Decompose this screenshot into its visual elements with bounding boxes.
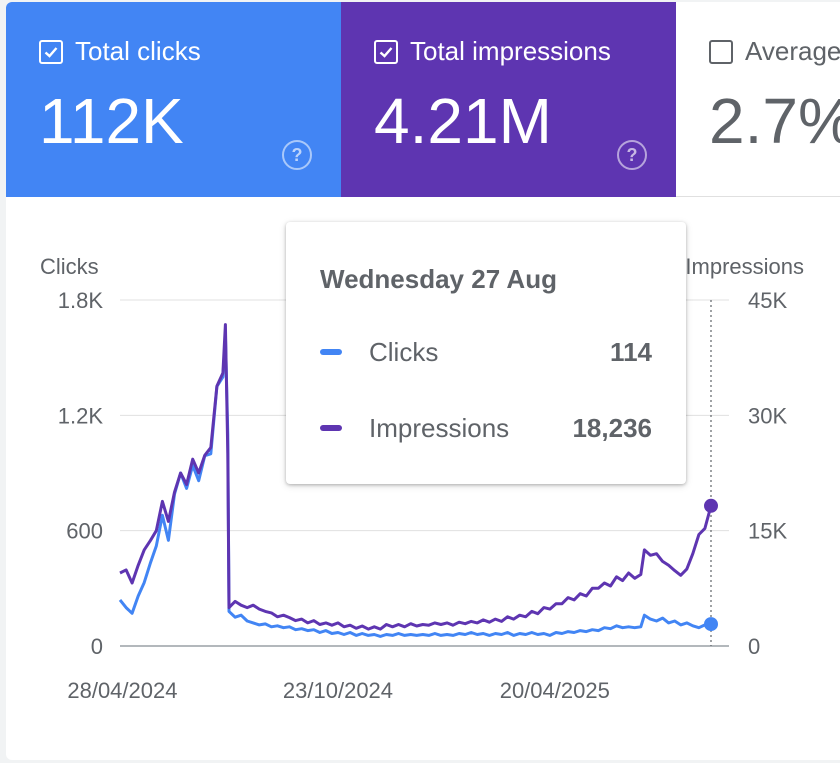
tooltip-row-impressions: Impressions 18,236 — [320, 408, 652, 448]
y-right-tick-label: 30K — [748, 403, 787, 428]
checkbox-checked-icon[interactable] — [374, 39, 398, 64]
y-right-axis-title: Impressions — [685, 254, 804, 279]
total-clicks-header: Total clicks — [39, 36, 201, 67]
y-left-tick-label: 1.8K — [58, 288, 104, 313]
impressions-series-line — [119, 323, 713, 631]
total-impressions-value: 4.21M — [374, 85, 552, 157]
checkbox-unchecked-icon[interactable] — [709, 39, 733, 64]
x-tick-label: 20/04/2025 — [500, 678, 610, 703]
performance-chart[interactable]: 0 0 600 15K 1.2K 30K 1.8K 45K Clicks Impressions 2… — [6, 2, 840, 760]
tooltip-clicks-value: 114 — [610, 336, 652, 367]
y-right-tick-label: 45K — [748, 288, 787, 313]
tooltip-row-clicks: Clicks 114 — [320, 332, 652, 372]
total-impressions-card[interactable]: Total impressions 4.21M ? — [341, 2, 676, 197]
y-right-tick-label: 15K — [748, 519, 787, 544]
help-icon[interactable]: ? — [617, 140, 647, 170]
y-left-axis-title: Clicks — [40, 254, 99, 279]
help-icon[interactable]: ? — [282, 140, 312, 170]
clicks-highlight-point — [704, 617, 718, 632]
impressions-highlight-point — [704, 498, 718, 513]
clicks-swatch — [320, 349, 342, 355]
total-impressions-label: Total impressions — [410, 36, 611, 66]
y-left-tick-label: 600 — [66, 519, 103, 544]
impressions-swatch — [320, 425, 342, 431]
x-tick-label: 28/04/2024 — [67, 678, 177, 703]
tooltip-impressions-label: Impressions — [369, 412, 510, 443]
total-impressions-header: Total impressions — [374, 36, 611, 67]
tooltip-clicks-label: Clicks — [369, 336, 439, 367]
average-ctr-card[interactable]: Average CTR 2.7% — [676, 2, 840, 197]
average-ctr-label: Average CTR — [745, 36, 840, 66]
metric-cards: Total clicks 112K ? Total impressions 4.… — [6, 2, 840, 197]
total-clicks-label: Total clicks — [75, 36, 201, 66]
total-clicks-card[interactable]: Total clicks 112K ? — [6, 2, 341, 197]
total-clicks-value: 112K — [39, 85, 184, 157]
y-left-tick-label: 1.2K — [58, 403, 104, 428]
tooltip-impressions-value: 18,236 — [572, 412, 652, 443]
y-right-tick-label: 0 — [748, 634, 760, 659]
checkbox-checked-icon[interactable] — [39, 39, 63, 64]
x-tick-label: 23/10/2024 — [283, 678, 393, 703]
average-ctr-header: Average CTR — [709, 36, 840, 67]
chart-tooltip: Wednesday 27 Aug Clicks 114 Impressions … — [286, 222, 686, 484]
performance-panel: Total clicks 112K ? Total impressions 4.… — [6, 2, 840, 760]
average-ctr-value: 2.7% — [709, 85, 840, 157]
y-left-tick-label: 0 — [91, 634, 103, 659]
tooltip-date: Wednesday 27 Aug — [320, 264, 557, 294]
